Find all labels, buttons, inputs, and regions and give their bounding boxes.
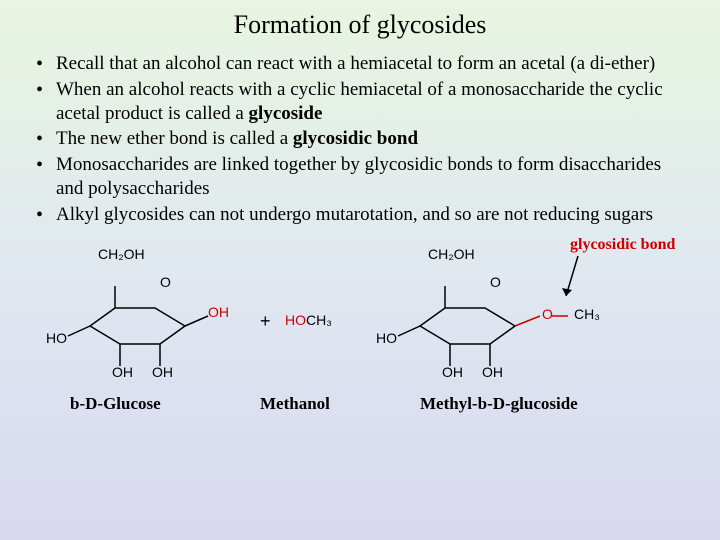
bullet-item: When an alcohol reacts with a cyclic hem… bbox=[30, 78, 690, 126]
chem-ho: HO bbox=[376, 330, 397, 346]
chem-ch3: CH₃ bbox=[574, 306, 600, 322]
plus-sign: + bbox=[260, 311, 271, 332]
chem-ring-o: O bbox=[160, 274, 171, 290]
glucose-label: b-D-Glucose bbox=[70, 394, 161, 414]
bullet-item: Monosaccharides are linked together by g… bbox=[30, 153, 690, 201]
chem-oh: OH bbox=[152, 364, 173, 380]
bullet-item: Alkyl glycosides can not undergo mutarot… bbox=[30, 203, 690, 227]
chem-ch2oh: CH₂OH bbox=[428, 246, 475, 262]
methanol-label: Methanol bbox=[260, 394, 330, 414]
gly-bond-arrow bbox=[560, 254, 590, 304]
chem-oh: OH bbox=[112, 364, 133, 380]
chem-oh: OH bbox=[482, 364, 503, 380]
chem-ho: HO bbox=[46, 330, 67, 346]
chem-ring-o: O bbox=[490, 274, 501, 290]
page-title: Formation of glycosides bbox=[30, 10, 690, 40]
bullet-item: Recall that an alcohol can react with a … bbox=[30, 52, 690, 76]
bullet-list: Recall that an alcohol can react with a … bbox=[30, 52, 690, 226]
chem-gly-o: O bbox=[542, 306, 553, 322]
glucose-ring bbox=[60, 256, 230, 386]
chem-oh: OH bbox=[442, 364, 463, 380]
glucoside-label: Methyl-b-D-glucoside bbox=[420, 394, 578, 414]
chem-oh-anomeric: OH bbox=[208, 304, 229, 320]
gly-bond-label: glycosidic bond bbox=[570, 236, 675, 254]
chem-ch2oh: CH₂OH bbox=[98, 246, 145, 262]
reaction-diagram: CH₂OH O OH OH OH HO + HOCH₃ CH₂OH O O CH… bbox=[30, 236, 690, 416]
bullet-item: The new ether bond is called a glycosidi… bbox=[30, 127, 690, 151]
chem-methanol: HOCH₃ bbox=[285, 312, 332, 328]
